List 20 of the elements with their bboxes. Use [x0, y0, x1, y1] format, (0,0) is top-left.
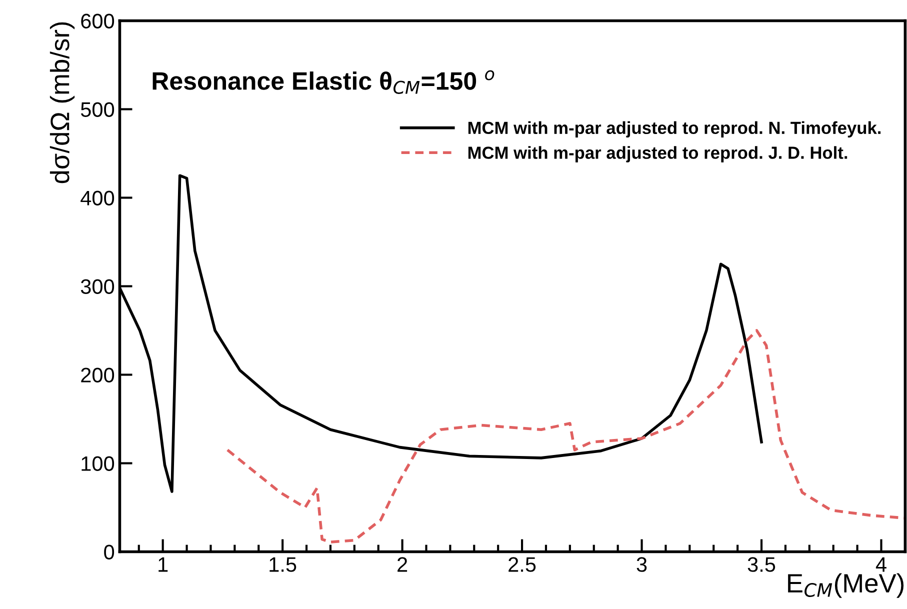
x-tick-label: 3.5	[748, 557, 776, 572]
x-axis-title: E$_{CM}$(MeV)	[788, 573, 904, 598]
line-series	[226, 329, 906, 544]
y-tick-label: 100	[82, 456, 114, 471]
x-tick-label: 2	[398, 557, 408, 572]
x-tick-label: 4	[876, 557, 886, 572]
y-tick-label: 0	[104, 544, 114, 560]
x-tick-label: 2.5	[508, 557, 536, 572]
y-tick-label: 300	[80, 279, 114, 294]
x-tick-label: 1.5	[270, 557, 296, 572]
text: Resonance Elastic θ$_{CM}$=150 $^{o}$	[152, 70, 494, 94]
y-tick-label: 500	[80, 102, 114, 117]
y-axis-title: dσ/dΩ (mb/sr)	[50, 22, 75, 184]
x-tick-label: 3	[636, 557, 647, 572]
y-tick-label: 200	[81, 368, 114, 382]
x-tick-label: 1	[158, 557, 168, 572]
y-tick-label: 400	[80, 190, 114, 206]
legend-label: MCM with m-par adjusted to reprod. N. Timofeyuk.	[468, 121, 881, 138]
y-tick-label: 600	[81, 14, 114, 28]
legend-label: MCM with m-par adjusted to reprod. J. D. Holt.	[468, 146, 848, 162]
